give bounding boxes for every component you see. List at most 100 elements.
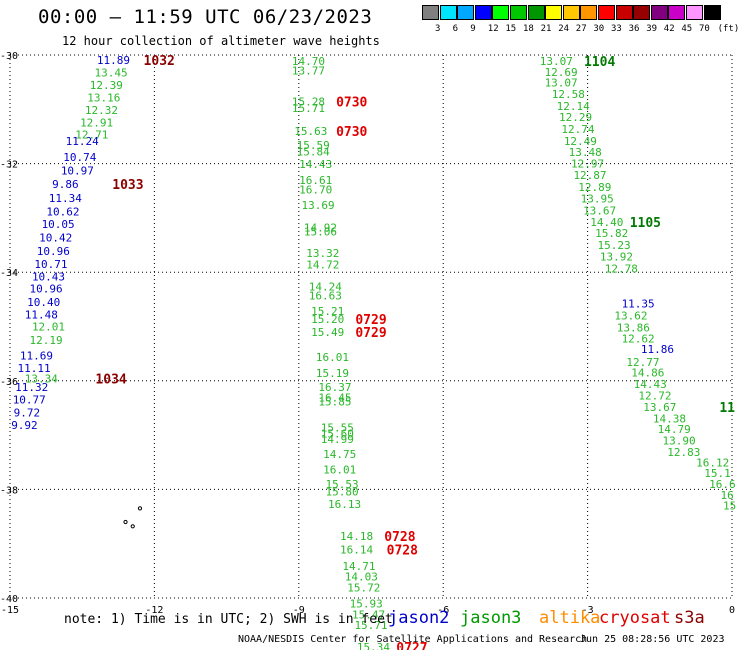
wave-height-value: 14.43 [634,378,667,391]
legend-swatch [686,5,703,20]
wave-height-value: 11.89 [97,54,130,67]
legend-label: 42 [663,24,675,34]
legend-label: 21 [540,24,552,34]
wave-height-value: 12.83 [667,446,700,459]
legend-unit: (ft) [717,24,740,34]
pass-time-label: 1032 [144,54,175,69]
legend-label: 24 [558,24,570,34]
legend-swatch [562,5,580,20]
y-tick-label: -30 [0,51,18,62]
wave-height-value: 16.37 [318,381,351,394]
legend-swatch [598,5,615,20]
pass-time-label: 1033 [112,178,143,193]
wave-height-value: 15.06 [304,225,337,238]
island-dot [123,519,128,525]
wave-height-value: 9.92 [11,419,38,432]
legend-label: 9 [470,24,476,34]
wave-height-value: 13.45 [95,66,128,79]
legend-swatch [422,5,439,20]
wave-height-value: 12.69 [545,66,578,79]
wave-height-value: 10.40 [27,296,60,309]
pass-time-label: 0730 [336,125,367,140]
wave-height-value: 15.60 [321,427,354,440]
wave-height-value: 15.72 [347,582,380,595]
wave-height-value: 11.48 [25,309,58,322]
wave-height-value: 12.39 [90,79,123,92]
legend-swatch [492,5,510,20]
legend-label: 3 [435,24,441,34]
wave-height-value: 13.32 [306,247,339,260]
legend-label: 39 [646,24,658,34]
wave-height-value: 13.48 [569,146,602,159]
wave-height-value: 15.23 [598,239,631,252]
wave-height-value: 15.85 [318,395,351,408]
wave-height-value: 16.13 [328,498,361,511]
wave-height-value: 14.71 [342,560,375,573]
y-tick-label: -34 [0,268,18,279]
wave-height-value: 16.01 [323,463,356,476]
pass-time-label: 0729 [355,313,386,328]
wave-height-value: 15.21 [311,305,344,318]
legend-label: 27 [575,24,587,34]
timestamp: Jun 25 08:28:56 UTC 2023 [580,634,725,645]
wave-height-value: 12.71 [75,128,108,141]
legend-label: 18 [523,24,534,34]
page-subtitle: 12 hour collection of altimeter wave hei… [62,34,380,48]
wave-height-value: 16.14 [340,544,373,557]
pass-time-label: 0730 [336,96,367,111]
legend-label: 45 [681,24,693,34]
y-tick-label: -38 [0,485,18,496]
wave-height-value: 11.35 [622,298,655,311]
wave-height-value: 15.28 [292,96,325,109]
wave-height-value: 15.82 [595,227,628,240]
satellite-name-altika: altika [539,608,601,628]
wave-height-value: 13.07 [540,55,573,68]
wave-height-value: 16.63 [309,290,342,303]
legend-label: 15 [505,24,517,34]
credit-line: NOAA/NESDIS Center for Satellite Applica… [238,634,588,645]
footer-note: note: 1) Time is in UTC; 2) SWH is in fe… [64,612,393,627]
island-dot [130,524,135,529]
wave-height-value: 12.58 [552,88,585,101]
wave-height-value: 11.24 [66,135,99,148]
wave-height-value: 14.75 [323,448,356,461]
wave-height-value: 15.34 [357,641,390,650]
pass-time-label: 11 [719,401,735,416]
wave-height-value: 15.20 [311,313,344,326]
wave-height-value: 9.72 [14,406,41,419]
wave-height-value: 13.95 [581,192,614,205]
wave-height-value: 15.55 [321,421,354,434]
wave-height-value: 10.96 [37,245,70,258]
wave-height-value: 9.86 [52,178,79,191]
wave-height-value: 12.87 [573,169,606,182]
wave-height-value: 12.29 [559,111,592,124]
pass-time-label: 1104 [584,55,615,70]
wave-height-value: 13.77 [292,65,325,78]
legend-swatch [545,5,563,20]
wave-height-value: 10.77 [13,393,46,406]
pass-time-label: 0729 [355,326,386,341]
wave-height-value: 12.32 [85,104,118,117]
wave-height-value: 13.34 [25,373,58,386]
legend-label: 36 [628,24,640,34]
y-tick-label: -40 [0,594,18,605]
wave-height-value: 14.70 [292,55,325,68]
wave-height-value: 12.74 [561,123,594,136]
wave-height-value: 15.53 [326,478,359,491]
wave-height-value: 11.69 [20,349,53,362]
wave-height-value: 14.03 [345,570,378,583]
page-title: 00:00 – 11:59 UTC 06/23/2023 [38,6,373,28]
wave-height-value: 11.34 [49,192,82,205]
wave-height-value: 14.18 [340,530,373,543]
wave-height-value: 12.89 [578,181,611,194]
wave-height-value: 16 [721,489,734,502]
wave-height-value: 13.67 [583,204,616,217]
wave-height-value: 14.99 [321,433,354,446]
x-tick-label: 0 [729,605,735,616]
wave-height-value: 11.86 [641,343,674,356]
satellite-name-jason3: jason3 [460,608,522,628]
wave-height-value: 16.6 [709,478,736,491]
legend-swatch [474,5,492,20]
satellite-name-s3a: s3a [674,608,705,628]
